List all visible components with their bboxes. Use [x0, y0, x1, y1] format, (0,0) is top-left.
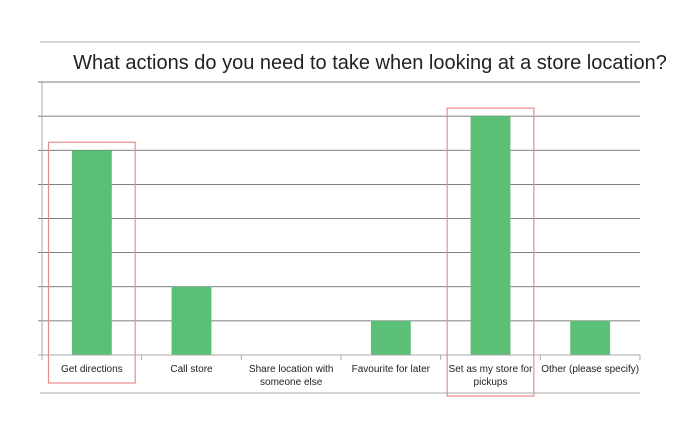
x-tick-label: Set as my store for pickups [449, 364, 534, 388]
bar [71, 150, 112, 355]
x-tick-label: Favourite for later [352, 364, 431, 375]
y-gridlines [38, 81, 640, 322]
axes [38, 82, 641, 360]
bar [570, 320, 611, 355]
bar [171, 286, 212, 355]
x-tick-label: Get directions [61, 364, 123, 375]
x-tick-label: Other (please specify) [541, 364, 639, 375]
bar [470, 116, 511, 355]
highlight-boxes [47, 107, 535, 397]
x-tick-label: Call store [170, 364, 213, 375]
bar [370, 320, 411, 355]
x-tick-label: Share location with someone else [249, 364, 334, 388]
highlight-box [446, 107, 535, 397]
bars [71, 116, 611, 355]
highlight-box [47, 141, 136, 384]
chart-title: What actions do you need to take when lo… [73, 52, 667, 74]
x-tick-labels: Get directions Call store Share location w… [61, 364, 639, 388]
